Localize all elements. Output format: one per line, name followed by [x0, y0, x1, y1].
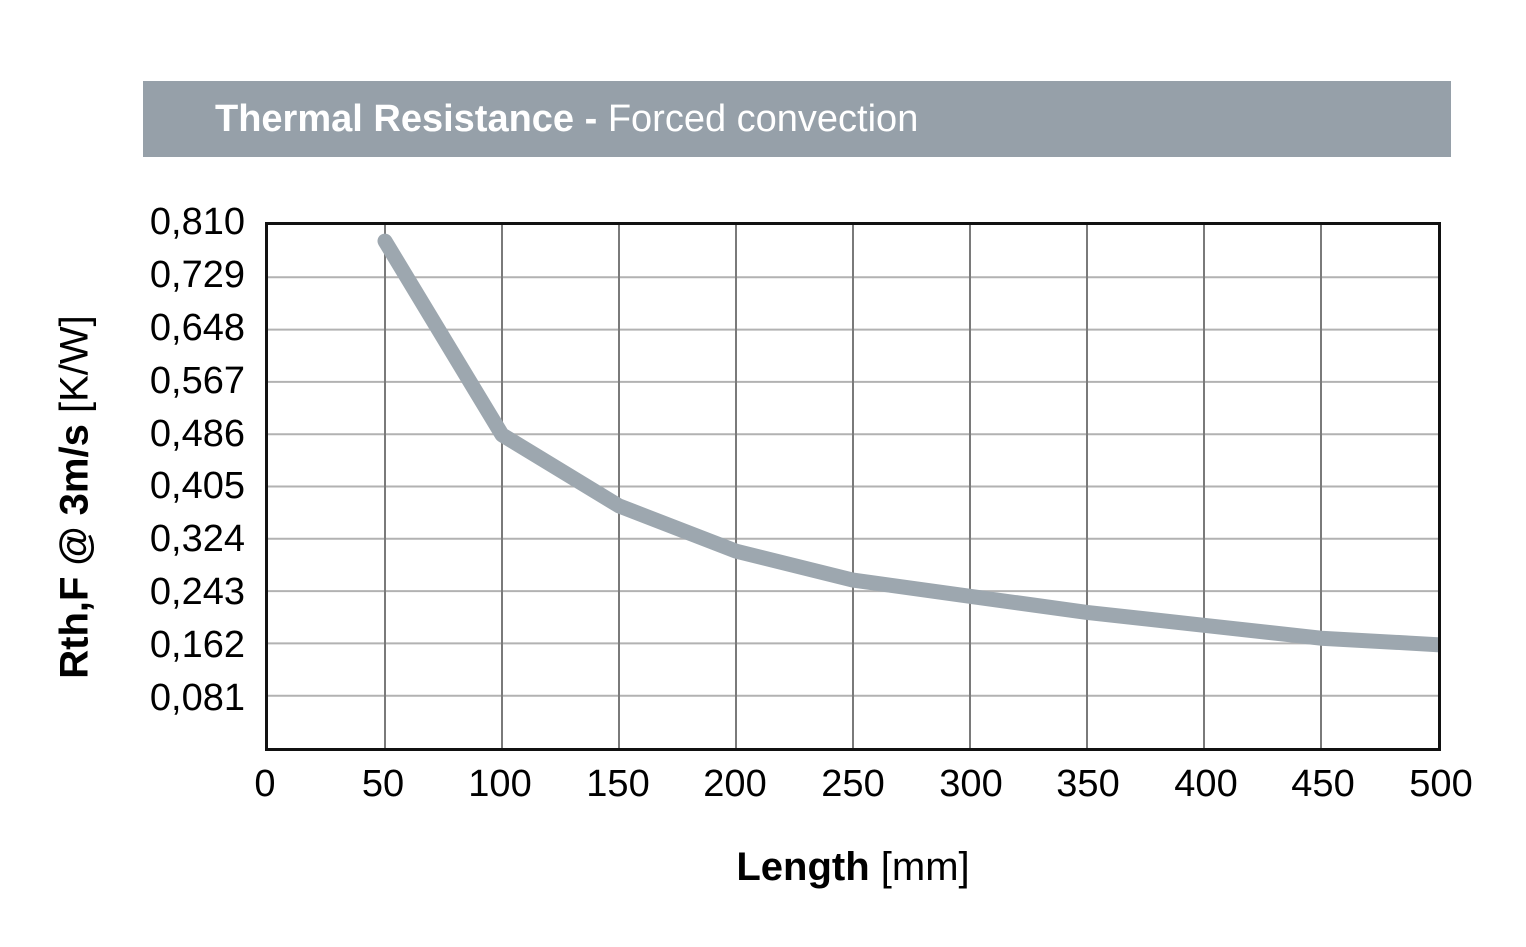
x-tick-label: 250: [821, 763, 885, 805]
chart-title-bold: Thermal Resistance -: [215, 98, 608, 140]
y-tick-label: 0,081: [149, 677, 245, 719]
y-tick-label: 0,405: [149, 465, 245, 507]
x-tick-label: 500: [1409, 763, 1473, 805]
series-line: [377, 233, 1438, 653]
chart-title-regular: Forced convection: [607, 98, 919, 140]
y-tick-label: 0,567: [149, 360, 245, 402]
x-axis-title: Length [mm]: [653, 845, 1053, 890]
x-axis-title-bold: Length: [736, 845, 870, 889]
y-tick-label: 0,324: [149, 518, 245, 560]
y-tick-label: 0,486: [149, 413, 245, 455]
y-tick-label: 0,243: [149, 571, 245, 613]
x-tick-label: 0: [254, 763, 276, 805]
x-tick-label: 200: [703, 763, 767, 805]
x-axis-title-unit: [mm]: [869, 845, 970, 889]
x-tick-label: 50: [361, 763, 405, 805]
plot-area: [265, 222, 1441, 751]
x-tick-label: 350: [1056, 763, 1120, 805]
x-tick-label: 300: [939, 763, 1003, 805]
x-tick-label: 150: [586, 763, 650, 805]
x-tick-label: 400: [1174, 763, 1238, 805]
line-chart-canvas: [268, 225, 1438, 748]
y-tick-label: 0,648: [149, 307, 245, 349]
y-tick-label: 0,162: [149, 624, 245, 666]
chart-title-bar: Thermal Resistance - Forced convection: [143, 81, 1451, 157]
y-tick-label: 0,810: [149, 201, 245, 243]
y-tick-label: 0,729: [149, 254, 245, 296]
x-tick-label: 450: [1291, 763, 1355, 805]
x-tick-label: 100: [468, 763, 532, 805]
